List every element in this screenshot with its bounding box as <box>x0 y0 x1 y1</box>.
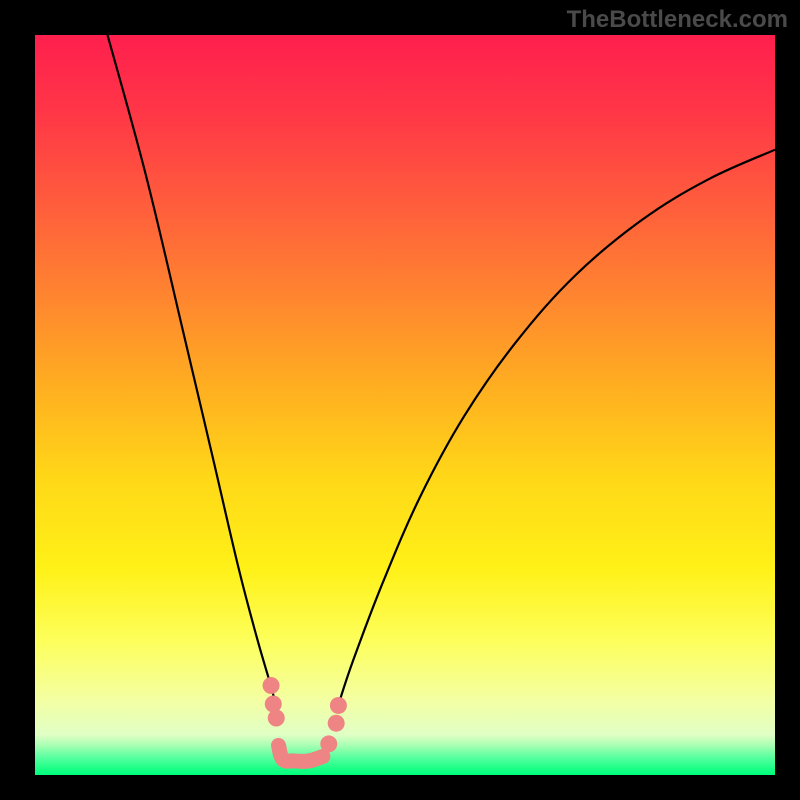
marker-flat-stroke <box>278 745 322 761</box>
curve-left <box>108 35 278 712</box>
chart-curves-layer <box>35 35 775 775</box>
marker-dot <box>328 715 345 732</box>
marker-dot <box>268 710 285 727</box>
marker-dot <box>265 695 282 712</box>
marker-dot <box>320 735 337 752</box>
marker-dot <box>263 677 280 694</box>
chart-plot-area <box>35 35 775 775</box>
watermark-text: TheBottleneck.com <box>567 6 788 34</box>
marker-dot <box>330 697 347 714</box>
curve-right <box>338 150 775 705</box>
